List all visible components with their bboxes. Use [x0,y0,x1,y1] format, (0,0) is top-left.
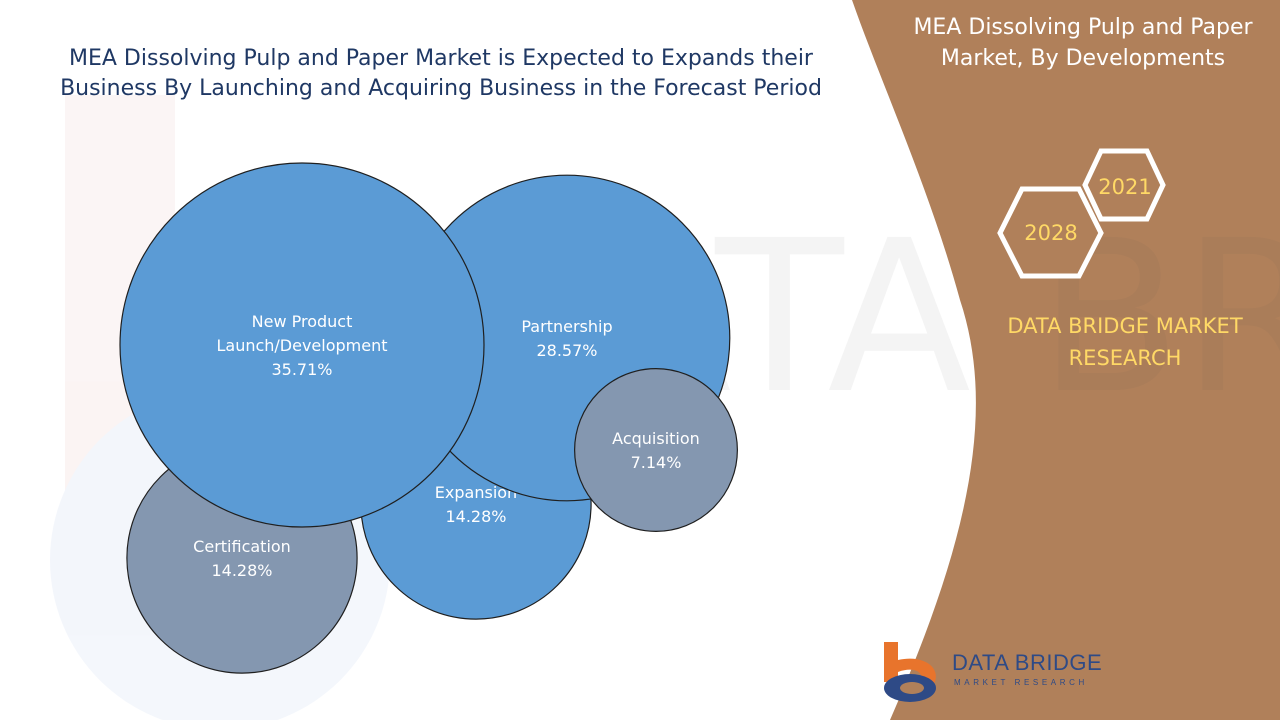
hexagon-2021 [1082,148,1166,222]
bubble-label: Expansion [435,483,517,502]
chart-title: MEA Dissolving Pulp and Paper Market is … [60,46,822,101]
year-2028: 2028 [1024,221,1077,245]
bubble-value: 14.28% [211,561,272,580]
bubble-label: Partnership [521,317,612,336]
bubble-value: 14.28% [445,507,506,526]
bubble-value: 7.14% [631,453,682,472]
bubble-label: Certification [193,537,291,556]
side-panel-title: MEA Dissolving Pulp and Paper Market, By… [913,15,1253,71]
logo-name: DATA BRIDGE [952,650,1103,675]
bubble-label: New Product [252,312,353,331]
hexagon-2028 [997,186,1104,279]
bubble-label: Acquisition [612,429,700,448]
bubble-acquisition: Acquisition 7.14% [574,368,738,532]
bubble-label: Launch/Development [216,336,387,355]
bubble-chart: Certification 14.28% Expansion 14.28% Partne… [119,162,738,674]
bubble-value: 35.71% [271,360,332,379]
bubble-new-product-launch-development: New Product Launch/Development 35.71% [119,162,485,528]
brand-text: DATA BRIDGE MARKET RESEARCH [1007,314,1243,370]
year-2021: 2021 [1098,175,1151,199]
footer-logo: DATA BRIDGE MARKET RESEARCH [880,638,1110,708]
year-hexagons: 2021 2028 [997,148,1166,279]
bubble-value: 28.57% [536,341,597,360]
bubble-circle-new-product-launch-development [119,162,485,528]
side-panel-shape [852,0,1280,720]
logo-subtitle: MARKET RESEARCH [954,678,1088,687]
logo-mark-icon [884,642,936,702]
bubble-circle-acquisition [574,368,738,532]
